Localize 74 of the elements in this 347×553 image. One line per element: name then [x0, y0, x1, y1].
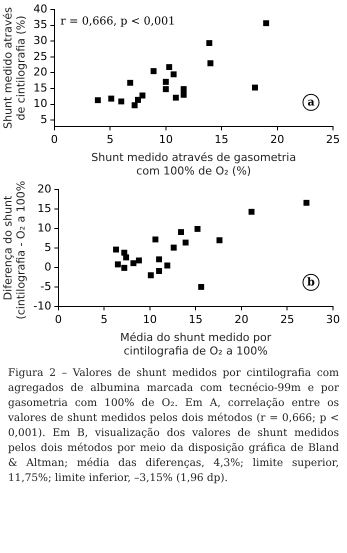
x-tick-label: 10	[158, 132, 173, 146]
y-tick-label: 10	[37, 221, 52, 234]
point	[121, 250, 128, 256]
y-tick-label: 35	[33, 18, 48, 32]
x-tick-label: 15	[188, 312, 203, 326]
point	[170, 71, 177, 78]
y-tick-label: 0	[44, 260, 52, 274]
point	[166, 64, 172, 70]
point	[162, 78, 169, 85]
point	[130, 260, 136, 266]
x-tick-label: 5	[106, 132, 114, 146]
x-tick-label: 20	[270, 132, 284, 146]
y-tick-label: 10	[33, 97, 48, 110]
point	[180, 86, 187, 92]
y-tick-label: 15	[37, 202, 52, 215]
x-tick-label: 0	[54, 312, 62, 326]
point	[170, 244, 177, 251]
y-tick-label: 5	[40, 112, 48, 126]
y-tick-label: 30	[33, 34, 48, 48]
point	[162, 86, 169, 92]
point	[148, 272, 154, 278]
point	[216, 237, 222, 244]
y-axis-title: Diferença do shunt (cintilografia - O₂ a 100%)	[1, 176, 28, 320]
point	[108, 96, 114, 102]
annotation: a	[307, 95, 315, 108]
point	[180, 92, 187, 98]
point	[156, 268, 162, 274]
point	[113, 246, 120, 253]
point	[135, 96, 141, 103]
point	[198, 284, 204, 290]
x-tick-label: 25	[280, 312, 294, 326]
y-tick-label: 25	[33, 50, 48, 63]
y-tick-label: 15	[33, 81, 48, 94]
point	[150, 68, 157, 74]
point	[114, 261, 121, 268]
text: Figura 2 – Valores de shunt medidos por cintilografia com agregados de albumina marcada com tecnécio-99m e por gasometria com 100% de O₂. Em A, correlação entre os valores de shunt medidos pelos dois métodos (r = 0,666; p < 0,001). Em B, visualização dos valores de shunt medidos pelos dois métodos por meio da disposição gráfica de Bland & Altman; média das diferenças, 4,3%; limite superior, 11,75%; limite inferior, –3,15% (1,96 dp).	[7, 366, 340, 486]
y-tick-label: -10	[33, 299, 52, 312]
point	[136, 257, 142, 264]
point	[206, 40, 212, 46]
y-axis-title: Shunt medido através de cintilografia (%)	[1, 6, 28, 129]
point	[194, 226, 200, 232]
point	[164, 262, 170, 268]
point	[182, 240, 189, 246]
x-tick-label: 25	[326, 132, 340, 146]
point	[252, 84, 258, 91]
point	[118, 98, 124, 104]
x-tick-label: 20	[234, 312, 248, 326]
y-tick-label: 20	[33, 66, 48, 79]
point	[123, 254, 130, 260]
point	[248, 208, 254, 215]
point	[172, 94, 179, 101]
point	[132, 102, 138, 108]
point	[178, 229, 184, 236]
point	[139, 92, 146, 98]
y-tick-label: -5	[40, 280, 52, 293]
annotation: b	[307, 275, 316, 288]
point	[156, 256, 162, 262]
x-tick-label: 5	[100, 312, 108, 326]
y-tick-label: 20	[37, 182, 52, 196]
point	[207, 60, 214, 66]
y-tick-label: 40	[33, 2, 48, 16]
x-tick-label: 10	[142, 312, 157, 326]
y-tick-label: 5	[44, 240, 52, 254]
point	[263, 20, 270, 26]
x-axis-title: Média do shunt medido por cintilografia de O₂ a 100%	[120, 331, 272, 358]
point	[152, 236, 158, 242]
point	[303, 200, 310, 206]
annotation: r = 0,666, p < 0,001	[60, 14, 176, 28]
x-tick-label: 30	[326, 312, 340, 326]
point	[121, 264, 128, 271]
point	[94, 97, 101, 104]
x-axis-title: Shunt medido através de gasometria com 100% de O₂ (%)	[91, 151, 296, 178]
point	[127, 80, 134, 86]
x-tick-label: 15	[214, 132, 229, 146]
